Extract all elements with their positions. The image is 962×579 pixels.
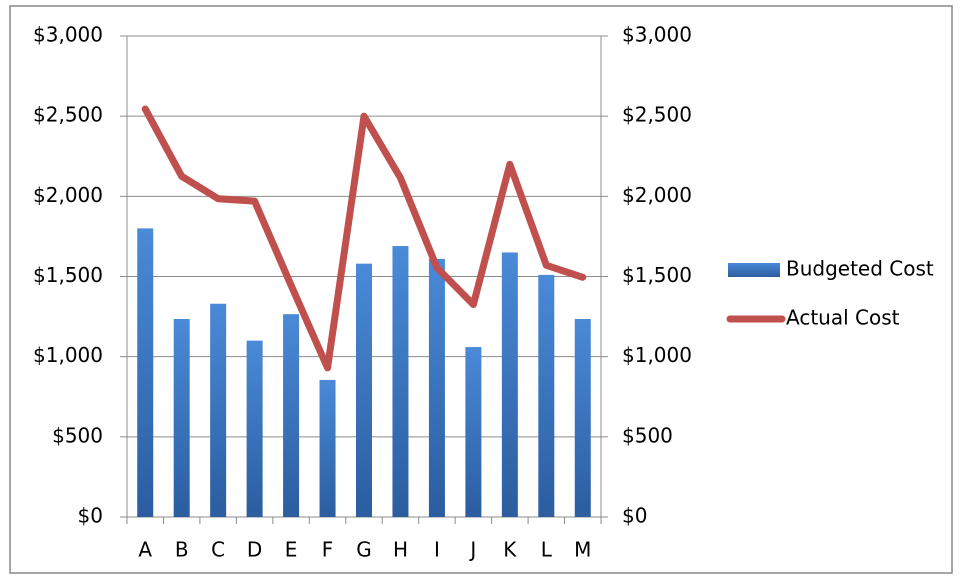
y2-tick-label: $500 — [622, 423, 673, 447]
y-tick-label: $1,500 — [33, 263, 103, 287]
x-tick-label: E — [285, 538, 298, 562]
y-tick-label: $2,000 — [33, 183, 103, 207]
bar — [501, 252, 518, 517]
legend-label: Budgeted Cost — [786, 257, 934, 281]
x-tick-label: D — [247, 538, 262, 562]
y-tick-label: $3,000 — [33, 23, 103, 47]
bar — [246, 340, 263, 517]
y2-tick-label: $1,500 — [622, 263, 692, 287]
bar — [283, 314, 300, 517]
y-tick-label: $500 — [52, 423, 103, 447]
x-tick-label: C — [211, 538, 225, 562]
bar — [392, 246, 409, 517]
x-tick-label: I — [434, 538, 440, 562]
legend-swatch — [728, 263, 780, 277]
y2-tick-label: $2,000 — [622, 183, 692, 207]
legend-label: Actual Cost — [786, 306, 900, 330]
bar — [574, 318, 591, 517]
x-tick-label: G — [356, 538, 372, 562]
x-tick-label: K — [503, 538, 517, 562]
x-tick-label: J — [468, 538, 476, 562]
x-tick-label: B — [175, 538, 189, 562]
bar — [137, 228, 154, 517]
y-tick-label: $2,500 — [33, 103, 103, 127]
y2-tick-label: $1,000 — [622, 343, 692, 367]
bar — [428, 258, 445, 517]
bar — [465, 347, 482, 517]
x-tick-label: A — [138, 538, 152, 562]
x-tick-label: F — [322, 538, 334, 562]
x-tick-label: L — [541, 538, 553, 562]
bar — [173, 318, 190, 517]
y-tick-label: $1,000 — [33, 343, 103, 367]
bar — [319, 379, 336, 517]
x-tick-label: H — [393, 538, 408, 562]
y2-tick-label: $0 — [622, 504, 647, 528]
bar — [356, 263, 372, 517]
bar — [210, 303, 227, 517]
bar — [538, 274, 555, 517]
x-tick-label: M — [574, 538, 591, 562]
line — [141, 105, 587, 372]
y2-tick-label: $2,500 — [622, 103, 692, 127]
y2-tick-label: $3,000 — [622, 23, 692, 47]
y-tick-label: $0 — [78, 504, 103, 528]
